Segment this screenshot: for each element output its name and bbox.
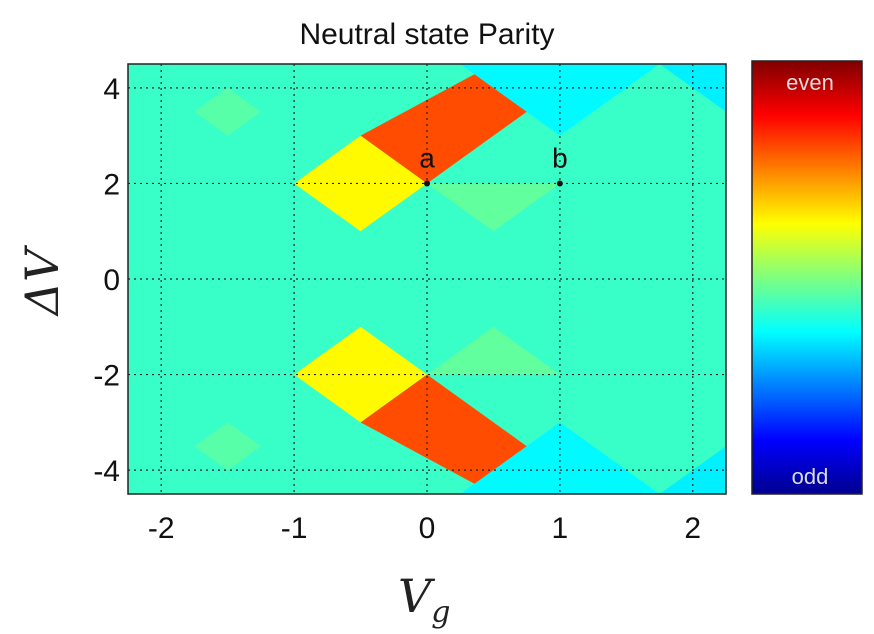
x-axis-label-subscript: g bbox=[431, 595, 450, 630]
parity-region-8 bbox=[460, 422, 660, 494]
y-tick-label: 2 bbox=[103, 168, 120, 201]
parity-region-7 bbox=[294, 326, 427, 423]
annotation-point-a bbox=[424, 180, 430, 187]
x-tick-label: 0 bbox=[419, 512, 436, 545]
y-tick-label: -2 bbox=[93, 360, 120, 393]
parity-region-1 bbox=[294, 135, 427, 232]
x-tick-label: 2 bbox=[684, 512, 701, 545]
colorbar-top-label: even bbox=[786, 70, 834, 95]
grid-lines bbox=[128, 64, 726, 494]
colorbar-gradient bbox=[751, 60, 863, 495]
parity-region-2 bbox=[460, 64, 660, 136]
parity-region-10 bbox=[194, 422, 261, 471]
x-tick-label: 1 bbox=[552, 512, 569, 545]
y-tick-label: 0 bbox=[103, 264, 120, 297]
x-axis-label-base: V bbox=[398, 569, 436, 623]
x-tick-label: -2 bbox=[148, 512, 175, 545]
axis-ticks: -2 -1 0 1 2 -4 -2 0 2 4 bbox=[93, 73, 701, 545]
parity-region-5 bbox=[427, 183, 560, 232]
colorbar: even odd bbox=[751, 60, 863, 495]
colorbar-bottom-label: odd bbox=[792, 464, 829, 489]
plot-frame bbox=[127, 63, 727, 495]
x-axis-label: Vg bbox=[398, 569, 450, 630]
chart-title: Neutral state Parity bbox=[299, 18, 554, 51]
svg-text:Vg: Vg bbox=[398, 569, 450, 630]
annotation-label-b: b bbox=[552, 142, 568, 173]
y-tick-label: -4 bbox=[93, 455, 120, 488]
parity-region-4 bbox=[194, 87, 261, 136]
y-tick-label: 4 bbox=[103, 73, 120, 106]
y-axis-label: ΔV bbox=[15, 244, 69, 317]
annotation-label-a: a bbox=[419, 142, 435, 173]
annotation-point-b bbox=[556, 180, 563, 187]
x-tick-label: -1 bbox=[281, 512, 308, 545]
parity-region-11 bbox=[427, 326, 560, 375]
